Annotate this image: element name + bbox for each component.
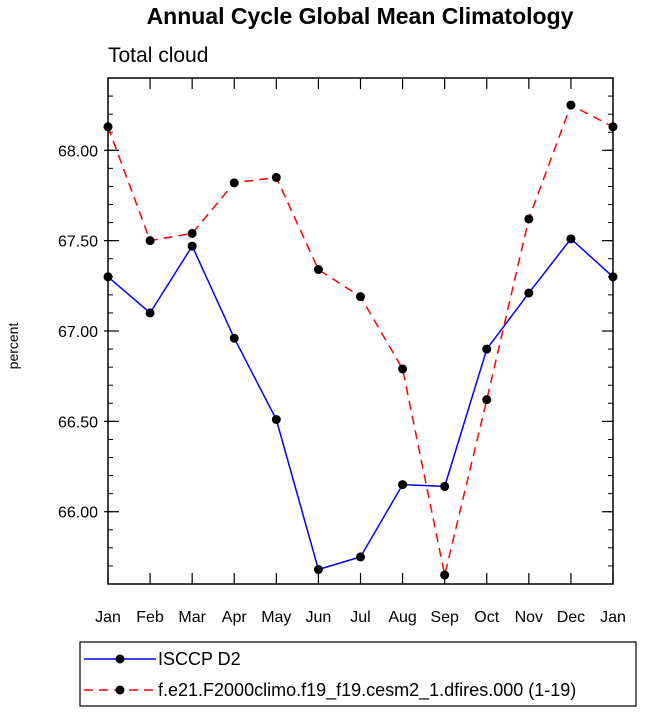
x-tick-label: Jul xyxy=(350,609,370,626)
plot-frame xyxy=(107,77,614,585)
data-point-series-1 xyxy=(482,395,492,405)
y-tick-label: 66.50 xyxy=(58,414,98,431)
x-tick-label: Aug xyxy=(388,609,416,626)
x-tick-label: Mar xyxy=(178,609,206,626)
major-ticks xyxy=(104,78,614,584)
series-points xyxy=(103,100,618,580)
legend-box xyxy=(79,641,637,707)
data-point-series-1 xyxy=(271,172,281,182)
x-tick-label: Jan xyxy=(600,609,626,626)
legend-marker-series-1 xyxy=(115,685,125,695)
x-tick-label: Jan xyxy=(95,609,121,626)
x-tick-label: Dec xyxy=(557,609,585,626)
series-line-0 xyxy=(107,238,614,571)
x-tick-label: Oct xyxy=(474,609,499,626)
data-point-series-0 xyxy=(398,480,408,490)
x-tick-label: May xyxy=(261,609,291,626)
legend-label-series-1: f.e21.F2000climo.f19_f19.cesm2_1.dfires.… xyxy=(158,680,576,701)
chart-subtitle: Total cloud xyxy=(108,44,208,67)
data-point-series-1 xyxy=(229,178,239,188)
data-point-series-0 xyxy=(229,333,239,343)
data-point-series-1 xyxy=(356,292,365,302)
y-axis-label: percent xyxy=(5,323,21,370)
data-point-series-1 xyxy=(566,100,576,110)
data-point-series-0 xyxy=(271,415,281,425)
x-tick-label: Apr xyxy=(222,609,248,626)
data-point-series-0 xyxy=(313,565,323,575)
x-tick-label: Feb xyxy=(136,609,164,626)
x-tick-label: Nov xyxy=(515,609,543,626)
data-point-series-1 xyxy=(187,228,197,238)
data-point-series-0 xyxy=(145,308,155,318)
chart-title: Annual Cycle Global Mean Climatology xyxy=(147,3,574,29)
data-point-series-0 xyxy=(566,234,576,244)
series-lines xyxy=(107,104,614,576)
y-tick-label: 67.00 xyxy=(58,324,98,341)
legend: ISCCP D2 f.e21.F2000climo.f19_f19.cesm2_… xyxy=(79,641,637,707)
y-tick-labels: 66.00 66.50 67.00 67.50 68.00 xyxy=(58,143,98,521)
data-point-series-1 xyxy=(313,265,323,275)
y-tick-label: 68.00 xyxy=(58,143,98,160)
data-point-series-1 xyxy=(524,214,534,224)
data-point-series-0 xyxy=(187,241,197,251)
minor-ticks xyxy=(108,77,613,585)
y-tick-label: 67.50 xyxy=(58,234,98,251)
data-point-series-0 xyxy=(356,552,365,562)
x-tick-label: Sep xyxy=(430,609,459,626)
data-point-series-0 xyxy=(524,288,534,298)
x-tick-label: Jun xyxy=(306,609,332,626)
data-point-series-1 xyxy=(145,236,155,246)
series-line-1 xyxy=(107,104,614,576)
data-point-series-1 xyxy=(398,364,408,374)
y-tick-label: 66.00 xyxy=(58,505,98,522)
x-tick-labels: Jan Feb Mar Apr May Jun Jul Aug Sep Oct Nov Dec Jan xyxy=(95,609,626,626)
legend-marker-series-0 xyxy=(115,654,125,664)
legend-label-series-0: ISCCP D2 xyxy=(158,649,241,669)
data-point-series-0 xyxy=(440,481,450,491)
data-point-series-1 xyxy=(440,570,450,580)
data-point-series-0 xyxy=(482,344,492,354)
